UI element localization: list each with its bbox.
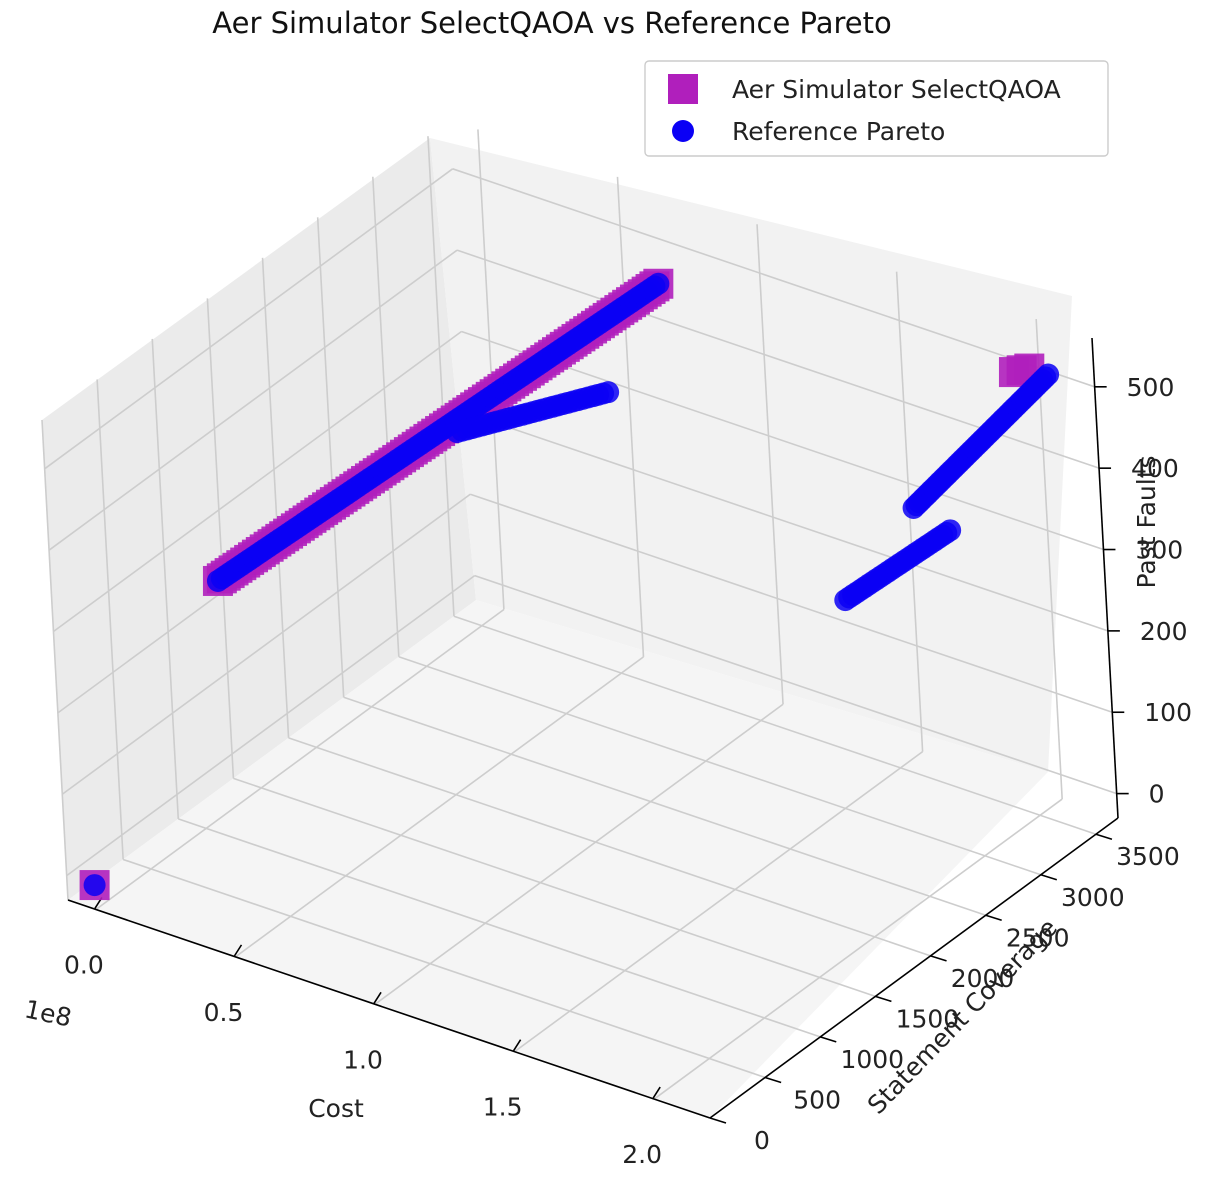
grid-line-y-floor — [398, 655, 1042, 876]
x-axis-offset-label: 1e8 — [22, 994, 74, 1032]
z-tick-label: 300 — [1135, 536, 1183, 565]
back-pane — [430, 138, 1072, 772]
legend-label-series-2: Reference Pareto — [732, 117, 945, 146]
grid-line-y-floor — [288, 737, 931, 957]
z-axis-line — [1091, 337, 1119, 819]
legend-label-series-1: Aer Simulator SelectQAOA — [732, 75, 1061, 104]
y-tick-mark — [1095, 833, 1113, 840]
grid-line-y-left — [206, 298, 235, 779]
z-tick-label: 100 — [1144, 698, 1192, 727]
data-points — [79, 268, 1060, 901]
legend-marker-circle — [672, 120, 694, 142]
grid-line-z-left — [44, 168, 454, 470]
y-tick-label: 3000 — [1061, 883, 1125, 912]
z-tick-label: 0 — [1149, 780, 1165, 809]
axes — [67, 337, 1119, 1119]
grid-line-z-left — [48, 249, 458, 551]
left-pane — [42, 138, 476, 900]
y-tick-label: 2500 — [1006, 923, 1070, 952]
point-circle — [597, 381, 620, 404]
grid-line-z-left — [61, 493, 471, 795]
y-tick-mark — [820, 1036, 837, 1043]
z-tick-label: 200 — [1140, 617, 1188, 646]
x-tick-mark — [373, 991, 382, 1004]
grid-line-z-back — [465, 412, 1109, 632]
x-tick-mark — [512, 1039, 522, 1052]
y-tick-mark — [875, 995, 892, 1003]
grid-line-z-back — [470, 493, 1113, 713]
y-tick-label: 3500 — [1116, 842, 1180, 871]
z-axis-label: Past Faults — [1132, 455, 1161, 588]
grid-line-y-left — [41, 419, 69, 901]
grid-line-z-back — [461, 330, 1104, 551]
x-tick-label: 0.0 — [64, 950, 104, 979]
grid-line-y-floor — [343, 696, 986, 917]
y-tick-label: 0 — [754, 1126, 770, 1155]
y-tick-label: 500 — [793, 1085, 841, 1114]
grid-line-x-floor — [235, 656, 644, 958]
grid-line-y-left — [316, 217, 345, 698]
grid-line-x-back — [477, 129, 505, 610]
grid-line-y-floor — [122, 858, 766, 1079]
point-circle — [647, 272, 670, 295]
grid-line-x-back — [756, 224, 784, 705]
x-tick-label: 2.0 — [622, 1140, 662, 1169]
y-tick-mark — [985, 914, 1002, 922]
grid-line-x-back — [1035, 319, 1063, 800]
y-axis-label: Statement Coverage — [862, 913, 1063, 1120]
grid-lines — [41, 129, 1117, 1119]
x-tick-label: 0.5 — [204, 998, 244, 1027]
grid-line-z-left — [66, 574, 476, 877]
grid-line-y-left — [261, 257, 290, 738]
x-tick-mark — [233, 944, 243, 957]
point-circle — [83, 874, 106, 897]
y-tick-mark — [709, 1117, 727, 1124]
legend-marker-square — [668, 74, 698, 104]
point-circle — [1037, 363, 1060, 386]
grid-line-x-back — [616, 176, 645, 657]
grid-line-z-back — [452, 168, 1095, 388]
point-circle — [939, 519, 962, 542]
y-tick-label: 1000 — [840, 1045, 904, 1074]
legend-box — [644, 60, 1109, 157]
grid-line-y-floor — [178, 818, 821, 1038]
y-tick-mark — [764, 1076, 782, 1084]
y-tick-mark — [930, 955, 947, 962]
grid-line-x-floor — [653, 798, 1063, 1100]
y-tick-mark — [1040, 873, 1058, 881]
grid-line-y-left — [372, 176, 400, 657]
y-tick-label: 1500 — [896, 1004, 960, 1033]
grid-line-y-left — [427, 136, 455, 617]
x-axis-line — [67, 899, 711, 1119]
grid-line-z-back — [474, 574, 1117, 795]
chart-title: Aer Simulator SelectQAOA vs Reference Pa… — [212, 6, 891, 40]
x-axis-label: Cost — [308, 1094, 364, 1123]
grid-line-x-floor — [374, 703, 784, 1005]
x-tick-mark — [652, 1086, 661, 1099]
series-2 — [83, 272, 1060, 897]
grid-line-x-floor — [95, 608, 505, 911]
z-tick-label: 500 — [1127, 373, 1175, 402]
grid-line-x-floor — [514, 751, 924, 1053]
grid-line-y-floor — [233, 777, 876, 998]
z-tick-label: 400 — [1131, 454, 1179, 483]
x-tick-label: 1.0 — [343, 1045, 383, 1074]
legend: Aer Simulator SelectQAOA Reference Paret… — [644, 60, 1109, 157]
y-axis-line — [709, 817, 1119, 1119]
grid-line-y-left — [151, 338, 180, 819]
grid-line-y-left — [96, 379, 124, 860]
grid-line-z-left — [52, 330, 462, 633]
y-tick-label: 2000 — [951, 964, 1015, 993]
floor-pane — [68, 600, 1048, 1118]
x-tick-label: 1.5 — [483, 1093, 523, 1122]
tick-labels: 0.00.51.01.52.0 0500100015002000250030003… — [64, 373, 1192, 1169]
grid-line-y-floor — [453, 615, 1097, 835]
